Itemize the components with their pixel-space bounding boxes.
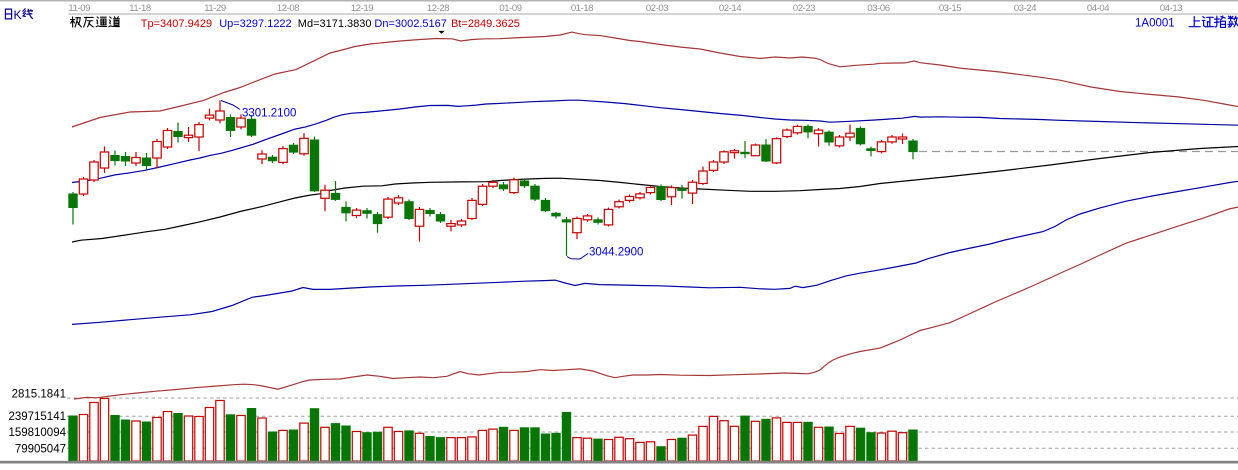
- svg-text:3044.2900: 3044.2900: [589, 247, 643, 259]
- svg-text:12-19: 12-19: [351, 3, 373, 14]
- svg-text:11-09: 11-09: [68, 3, 90, 14]
- svg-text:Md=3171.3830: Md=3171.3830: [298, 18, 372, 30]
- svg-text:K: K: [14, 8, 22, 22]
- svg-text:2815.1841: 2815.1841: [12, 389, 66, 401]
- svg-text:03-24: 03-24: [1014, 3, 1036, 14]
- svg-text:12-28: 12-28: [427, 3, 449, 14]
- svg-text:239715141: 239715141: [8, 411, 66, 423]
- svg-text:12-08: 12-08: [277, 3, 299, 14]
- svg-text:11-18: 11-18: [129, 3, 151, 14]
- svg-text:02-23: 02-23: [793, 3, 815, 14]
- svg-text:02-03: 02-03: [646, 3, 668, 14]
- svg-text:03-15: 03-15: [939, 3, 961, 14]
- svg-text:Bt=2849.3625: Bt=2849.3625: [451, 18, 520, 30]
- svg-text:1A0001: 1A0001: [1135, 18, 1175, 30]
- svg-text:3301.2100: 3301.2100: [242, 108, 296, 120]
- svg-text:Tp=3407.9429: Tp=3407.9429: [141, 18, 212, 30]
- svg-text:02-14: 02-14: [719, 3, 741, 14]
- svg-text:159810094: 159810094: [8, 427, 66, 439]
- svg-text:04-04: 04-04: [1087, 3, 1109, 14]
- svg-text:11-29: 11-29: [204, 3, 226, 14]
- svg-text:79905047: 79905047: [15, 443, 66, 455]
- svg-text:03-06: 03-06: [867, 3, 889, 14]
- svg-text:01-18: 01-18: [571, 3, 593, 14]
- svg-text:01-09: 01-09: [499, 3, 521, 14]
- svg-text:04-13: 04-13: [1160, 3, 1182, 14]
- svg-text:Dn=3002.5167: Dn=3002.5167: [374, 18, 446, 30]
- svg-text:Up=3297.1222: Up=3297.1222: [219, 18, 291, 30]
